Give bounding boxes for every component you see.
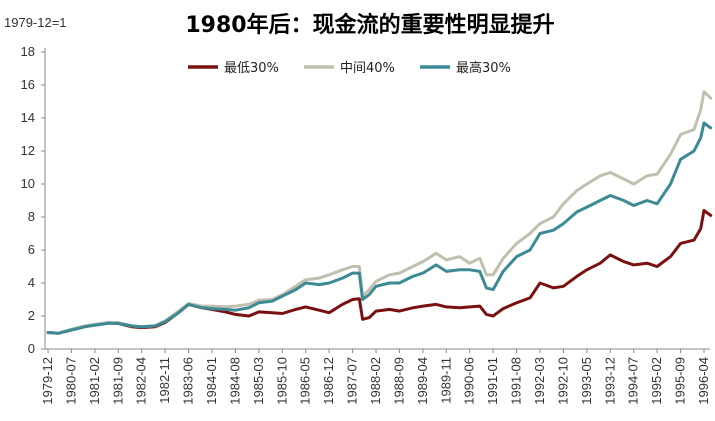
x-tick-label: 1982-04 bbox=[134, 357, 149, 405]
x-axis: 1979-12 1980-07 1981-02 1981-09 1982-04 1982-… bbox=[40, 348, 711, 405]
x-tick-label: 1989-11 bbox=[438, 357, 453, 404]
legend-label-1: 最低30% bbox=[224, 61, 279, 76]
y-tick-label: 18 bbox=[21, 44, 35, 59]
x-tick-label: 1994-07 bbox=[626, 357, 641, 405]
x-tick-label: 1979-12 bbox=[40, 357, 55, 405]
x-tick-label: 1984-01 bbox=[204, 357, 219, 405]
x-tick-label: 1984-08 bbox=[227, 357, 242, 405]
x-tick-label: 1991-08 bbox=[509, 357, 524, 405]
scale-note: 1979-12=1 bbox=[4, 15, 67, 30]
series-line-1 bbox=[46, 208, 713, 335]
x-tick-label: 1995-09 bbox=[673, 357, 688, 405]
x-tick-label: 1981-02 bbox=[87, 357, 102, 405]
x-tick-label: 1993-05 bbox=[579, 357, 594, 405]
plot-area bbox=[46, 90, 713, 335]
series-line-2 bbox=[46, 90, 713, 335]
y-tick-label: 14 bbox=[21, 110, 35, 125]
legend: 最低30% 中间40% 最高30% bbox=[188, 60, 511, 76]
x-tick-label: 1985-10 bbox=[274, 357, 289, 405]
x-tick-label: 1995-02 bbox=[649, 357, 664, 405]
x-tick-label: 1986-05 bbox=[298, 357, 313, 405]
y-tick-label: 0 bbox=[28, 341, 35, 356]
x-tick-label: 1991-01 bbox=[485, 357, 500, 405]
x-tick-label: 1988-09 bbox=[391, 357, 406, 405]
x-tick-label: 1980-07 bbox=[63, 357, 78, 405]
x-tick-label: 1996-04 bbox=[696, 357, 711, 405]
y-tick-label: 8 bbox=[28, 209, 35, 224]
y-tick-label: 6 bbox=[28, 242, 35, 257]
y-tick-label: 2 bbox=[28, 308, 35, 323]
x-tick-label: 1992-10 bbox=[555, 357, 570, 405]
x-tick-label: 1990-06 bbox=[462, 357, 477, 405]
y-tick-label: 10 bbox=[21, 176, 35, 191]
y-tick-label: 4 bbox=[28, 275, 35, 290]
x-tick-label: 1989-04 bbox=[415, 357, 430, 405]
x-tick-label: 1983-06 bbox=[181, 357, 196, 405]
series-line-3 bbox=[46, 121, 713, 335]
x-tick-label: 1986-12 bbox=[321, 357, 336, 405]
x-tick-label: 1981-09 bbox=[110, 357, 125, 405]
legend-label-2: 中间40% bbox=[340, 61, 395, 76]
chart-title: 1980年后：现金流的重要性明显提升 bbox=[185, 12, 554, 38]
legend-label-3: 最高30% bbox=[456, 60, 511, 76]
x-tick-label: 1988-02 bbox=[368, 357, 383, 405]
x-tick-label: 1982-11 bbox=[157, 357, 172, 404]
x-tick-label: 1993-12 bbox=[602, 357, 617, 405]
y-tick-label: 12 bbox=[21, 143, 35, 158]
x-tick-label: 1992-03 bbox=[532, 357, 547, 405]
y-tick-label: 16 bbox=[21, 77, 35, 92]
y-axis: 0 2 4 6 8 10 12 14 16 18 bbox=[21, 44, 46, 356]
x-tick-label: 1987-07 bbox=[345, 357, 360, 405]
x-tick-label: 1985-03 bbox=[251, 357, 266, 405]
